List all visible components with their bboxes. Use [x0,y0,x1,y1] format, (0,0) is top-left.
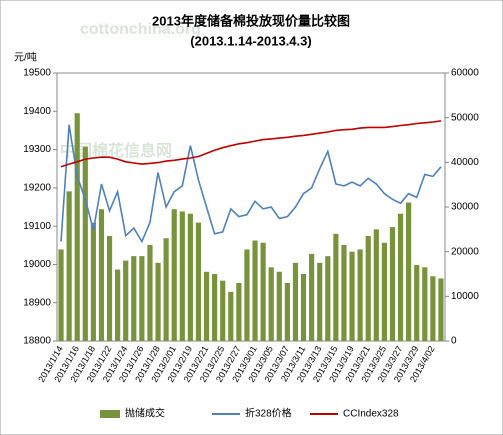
bar [131,256,137,341]
legend-swatch [100,410,120,418]
bar [300,274,307,341]
bar [66,191,72,341]
y2-tick-label: 60000 [451,68,479,79]
legend-label: CCIndex328 [343,409,399,420]
bar [106,236,113,341]
bar [236,282,242,341]
y-tick-label: 19400 [23,106,51,117]
legend-label: 抛储成交 [125,407,165,420]
bar [90,222,96,341]
line [60,124,442,244]
bar [397,213,404,341]
y2-tick-label: 10000 [451,291,479,302]
bar [187,213,193,341]
y-tick-label: 18900 [23,297,51,308]
bar [228,291,234,341]
bar [406,202,412,341]
chart-subtitle: (2013.1.14-2013.4.3) [190,33,311,48]
bar [438,278,444,341]
y-tick-label: 19500 [23,68,51,79]
bar [155,262,161,341]
bar [276,271,282,341]
bar [98,209,105,341]
line [60,120,442,168]
bar [115,269,121,341]
y-tick-label: 19100 [23,221,51,232]
bar [430,276,436,341]
legend-label: 折328价格 [245,407,292,420]
bar [349,251,355,341]
bar [139,256,145,341]
bar [58,249,64,341]
bar [414,265,420,341]
bar [195,222,202,341]
watermark: cottonchina.org [80,21,201,38]
bar [357,249,363,341]
chart-title: 2013年度储备棉投放现价量比较图 [152,13,350,28]
y2-tick-label: 20000 [451,246,479,257]
y-tick-label: 18800 [23,336,51,347]
bar [341,244,347,341]
y2-tick-label: 50000 [451,112,479,123]
bar [212,274,218,341]
y2-tick-label: 40000 [451,157,479,168]
y2-tick-label: 0 [451,336,457,347]
y-axis-label: 元/吨 [14,51,37,64]
bar [252,240,258,341]
bar [220,280,226,341]
bar [422,267,428,341]
bar [147,244,153,341]
bar [171,209,177,341]
bar [203,271,210,341]
bar [325,256,331,341]
y-tick-label: 19300 [23,144,51,155]
bar [365,236,371,341]
bar [123,260,129,341]
bar [373,229,379,341]
bar [260,242,266,341]
y2-tick-label: 30000 [451,202,479,213]
y-tick-label: 19200 [23,182,51,193]
bar [179,211,185,341]
bar [292,262,299,341]
bar [284,282,290,341]
bar [381,242,387,341]
bar [74,113,80,341]
bar [268,267,274,341]
bar [309,253,315,341]
bar [163,238,169,341]
bar [389,227,396,341]
bar [244,249,250,341]
y-tick-label: 19000 [23,259,51,270]
bar [317,262,323,341]
watermark: 中国棉花信息网 [60,141,172,160]
bar [333,233,339,341]
bar [82,146,88,341]
